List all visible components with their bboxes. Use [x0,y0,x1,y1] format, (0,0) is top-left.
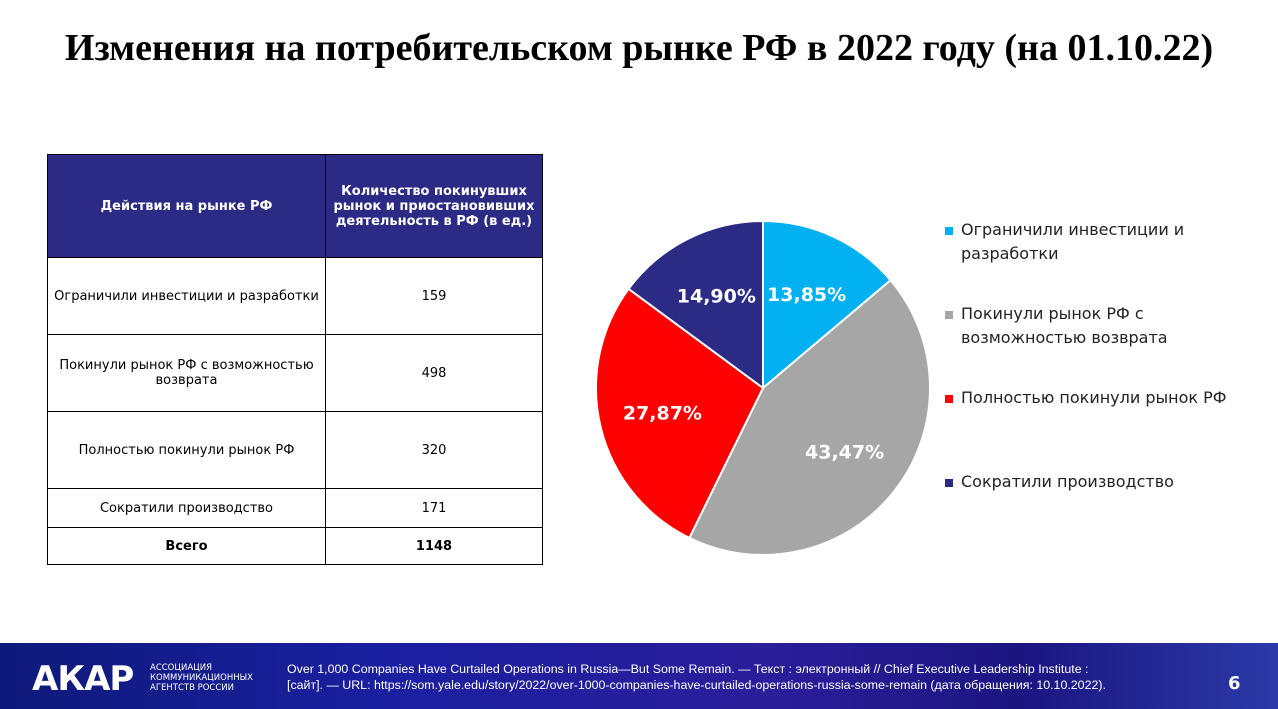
akar-logo-subtitle: АССОЦИАЦИЯ КОММУНИКАЦИОННЫХ АГЕНТСТВ РОС… [150,663,253,693]
legend-label: Покинули рынок РФ с возможностью возврат… [961,304,1168,347]
pie-slice [688,278,931,556]
table-row: Ограничили инвестиции и разработки 159 [47,257,543,335]
legend-swatch [945,227,953,235]
legend-label: Сократили производство [961,472,1174,491]
table-total-label: Всего [47,527,326,565]
legend-item: Сократили производство [945,470,1174,494]
table-header-row: Действия на рынке РФ Количество покинувш… [47,154,543,258]
table-header-actions: Действия на рынке РФ [47,154,326,258]
table-total-value: 1148 [325,527,543,565]
pie-data-label: 43,47% [805,442,884,464]
table-header-count: Количество покинувших рынок и приостанов… [325,154,543,258]
table-cell-count: 320 [325,411,543,489]
source-line-1: Over 1,000 Companies Have Curtailed Oper… [287,662,1089,676]
table-cell-action: Покинули рынок РФ с возможностью возврат… [47,334,326,412]
legend-swatch [945,395,953,403]
table-cell-action: Ограничили инвестиции и разработки [47,257,326,335]
legend-swatch [945,479,953,487]
pie-data-label: 13,85% [767,284,846,306]
table-row: Полностью покинули рынок РФ 320 [47,411,543,489]
table-cell-action: Полностью покинули рынок РФ [47,411,326,489]
source-line-2: [сайт]. — URL: https://som.yale.edu/stor… [287,678,1106,692]
table-cell-count: 171 [325,488,543,528]
pie-chart: 13,85% 43,47% 27,87% 14,90% [595,219,931,556]
table-total-row: Всего 1148 [47,527,543,565]
legend-item: Покинули рынок РФ с возможностью возврат… [945,302,1231,350]
pie-slice [627,219,764,390]
legend-label: Полностью покинули рынок РФ [961,388,1227,407]
footer: АКАР АССОЦИАЦИЯ КОММУНИКАЦИОННЫХ АГЕНТСТ… [0,643,1278,709]
pie-data-label: 27,87% [623,403,702,425]
akar-logo: АКАР [32,659,134,699]
legend-item: Ограничили инвестиции и разработки [945,218,1231,266]
pie-data-label: 14,90% [677,286,756,308]
table-cell-count: 498 [325,334,543,412]
legend-item: Полностью покинули рынок РФ [945,386,1227,410]
table-row: Сократили производство 171 [47,488,543,528]
table-cell-action: Сократили производство [47,488,326,528]
page-number: 6 [1228,673,1241,694]
data-table: Действия на рынке РФ Количество покинувш… [47,154,543,565]
page-title: Изменения на потребительском рынке РФ в … [64,27,1214,69]
legend-label: Ограничили инвестиции и разработки [961,220,1185,263]
table-cell-count: 159 [325,257,543,335]
pie-slice [762,219,892,391]
legend-swatch [945,311,953,319]
pie-slice [595,287,765,540]
source-citation: Over 1,000 Companies Have Curtailed Oper… [287,661,1187,693]
table-row: Покинули рынок РФ с возможностью возврат… [47,334,543,412]
